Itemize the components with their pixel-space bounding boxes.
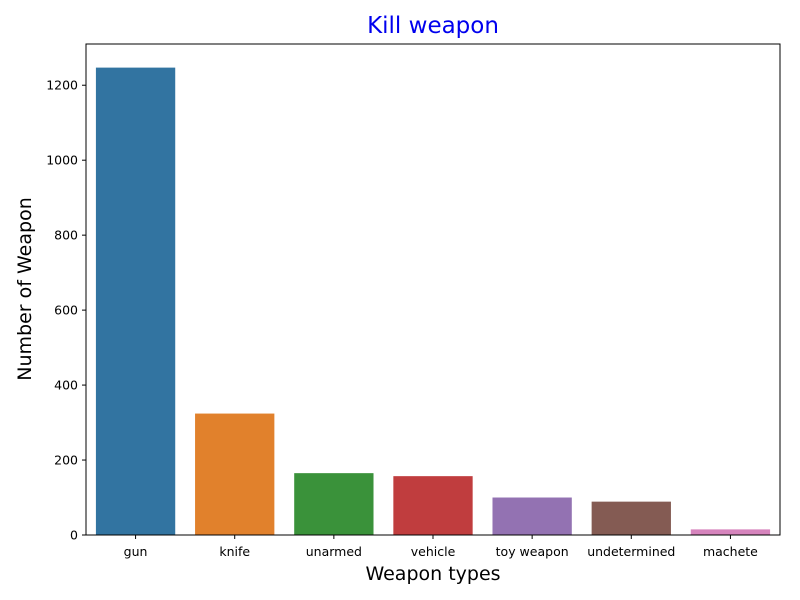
y-tick-label: 800	[54, 228, 78, 243]
bar-machete	[690, 529, 771, 535]
bars-group	[95, 67, 771, 535]
y-tick-label: 400	[54, 378, 78, 393]
bar-toy-weapon	[492, 497, 572, 535]
x-tick-label: knife	[219, 544, 250, 559]
x-tick-label: gun	[124, 544, 148, 559]
x-tick-label: toy weapon	[496, 544, 569, 559]
bar-unarmed	[294, 473, 374, 535]
bar-vehicle	[393, 476, 473, 535]
x-axis: gun knife unarmed vehicle toy weapon undeterm…	[124, 535, 758, 559]
y-tick-label: 200	[54, 453, 78, 468]
y-tick-label: 1200	[46, 78, 78, 93]
y-tick-label: 600	[54, 303, 78, 318]
y-tick-label: 0	[70, 528, 78, 543]
x-axis-title: Weapon types	[365, 563, 500, 585]
x-tick-label: undetermined	[587, 544, 675, 559]
x-tick-label: machete	[703, 544, 758, 559]
x-tick-label: unarmed	[306, 544, 362, 559]
bar-knife	[195, 413, 275, 535]
y-axis-title: Number of Weapon	[14, 197, 36, 380]
y-axis: 0 200 400 600 800 1000 1200	[46, 78, 86, 543]
bar-undetermined	[591, 501, 671, 535]
bar-gun	[95, 67, 176, 535]
y-tick-label: 1000	[46, 153, 78, 168]
chart-title: Kill weapon	[367, 13, 499, 39]
plot-frame	[85, 43, 781, 536]
x-tick-label: vehicle	[411, 544, 456, 559]
